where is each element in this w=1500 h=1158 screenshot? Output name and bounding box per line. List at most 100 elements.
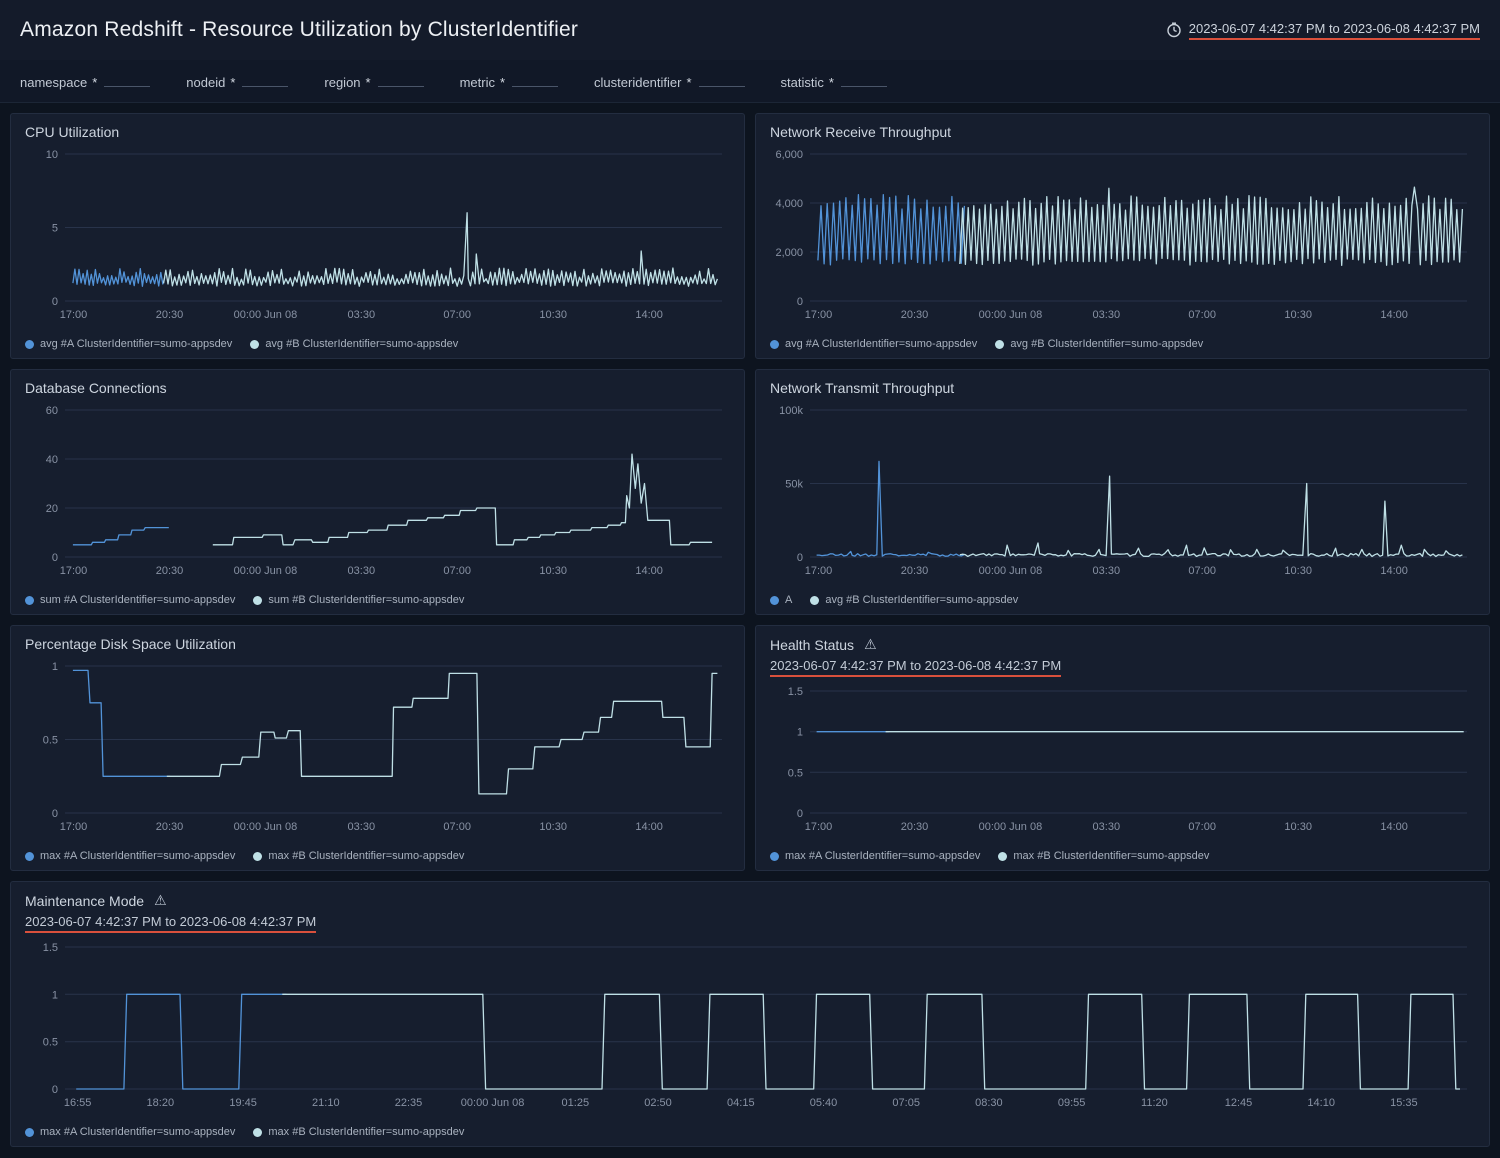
svg-text:03:30: 03:30	[348, 309, 376, 321]
warning-icon[interactable]: ⚠	[864, 636, 877, 652]
legend-item-b[interactable]: avg #B ClusterIdentifier=sumo-appsdev	[250, 338, 458, 350]
network-transmit-chart[interactable]: 0 50k 100k 17:00 20:30 00:00 Jun 08 03:30 07:00…	[770, 402, 1475, 584]
svg-text:14:00: 14:00	[1380, 821, 1408, 833]
clock-icon	[1167, 22, 1181, 38]
panel-title: CPU Utilization	[25, 124, 120, 140]
legend: A avg #B ClusterIdentifier=sumo-appsdev	[770, 589, 1475, 606]
filter-input-metric[interactable]	[512, 70, 559, 87]
database-connections-chart[interactable]: 0 20 40 60 17:00 20:30 00:00 Jun 08 03:30 07:00 1…	[25, 402, 730, 584]
filter-input-region[interactable]	[377, 70, 424, 87]
filter-label: metric	[459, 75, 495, 90]
series-a-swatch	[25, 1127, 34, 1137]
panel-time-range[interactable]: 2023-06-07 4:42:37 PM to 2023-06-08 4:42…	[25, 914, 317, 933]
legend-item-a[interactable]: avg #A ClusterIdentifier=sumo-appsdev	[770, 338, 977, 350]
svg-text:20:30: 20:30	[156, 565, 184, 577]
legend-item-a[interactable]: max #A ClusterIdentifier=sumo-appsdev	[25, 1126, 235, 1138]
filter-input-nodeid[interactable]	[242, 70, 289, 87]
series-a-swatch	[770, 851, 779, 861]
legend-item-a[interactable]: max #A ClusterIdentifier=sumo-appsdev	[770, 850, 980, 862]
panel-network-transmit-throughput: Network Transmit Throughput 0 50k 100k 17:0…	[755, 369, 1490, 615]
svg-text:17:00: 17:00	[805, 309, 833, 321]
svg-text:20:30: 20:30	[901, 309, 929, 321]
svg-text:19:45: 19:45	[229, 1097, 257, 1109]
series-a-swatch	[770, 339, 779, 349]
disk-space-chart[interactable]: 0 0.5 1 17:00 20:30 00:00 Jun 08 03:30 07:00 10:…	[25, 658, 730, 840]
svg-text:0: 0	[52, 552, 58, 564]
svg-text:14:00: 14:00	[635, 565, 663, 577]
global-time-range[interactable]: 2023-06-07 4:42:37 PM to 2023-06-08 4:42…	[1166, 21, 1480, 40]
svg-text:03:30: 03:30	[348, 821, 376, 833]
filter-label: clusteridentifier	[594, 75, 682, 90]
filter-input-clusteridentifier[interactable]	[698, 70, 745, 87]
health-status-chart[interactable]: 0 0.5 1 1.5 17:00 20:30 00:00 Jun 08 03:30 07:00…	[770, 683, 1475, 840]
legend: avg #A ClusterIdentifier=sumo-appsdev av…	[25, 333, 730, 350]
legend-item-b[interactable]: avg #B ClusterIdentifier=sumo-appsdev	[995, 338, 1203, 350]
legend: max #A ClusterIdentifier=sumo-appsdev ma…	[770, 845, 1475, 862]
svg-text:00:00 Jun 08: 00:00 Jun 08	[979, 565, 1043, 577]
svg-text:10:30: 10:30	[539, 565, 567, 577]
series-b-swatch	[253, 595, 263, 605]
panel-title: Maintenance Mode	[25, 892, 145, 909]
panel-time-range[interactable]: 2023-06-07 4:42:37 PM to 2023-06-08 4:42…	[770, 658, 1062, 677]
svg-text:07:00: 07:00	[1188, 309, 1216, 321]
svg-text:1: 1	[52, 661, 58, 673]
required-asterisk: *	[686, 75, 692, 90]
filter-input-statistic[interactable]	[840, 70, 887, 87]
svg-text:0: 0	[797, 296, 803, 308]
legend-item-a[interactable]: max #A ClusterIdentifier=sumo-appsdev	[25, 850, 235, 862]
panel-database-connections: Database Connections 0 20 40 60 17:00 20:30 00…	[10, 369, 745, 615]
filter-statistic: statistic *	[781, 70, 887, 90]
filter-clusteridentifier: clusteridentifier *	[594, 70, 745, 90]
page-title: Amazon Redshift - Resource Utilization b…	[20, 18, 579, 41]
svg-text:6,000: 6,000	[775, 149, 803, 161]
svg-text:07:00: 07:00	[1188, 565, 1216, 577]
svg-text:00:00 Jun 08: 00:00 Jun 08	[461, 1097, 525, 1109]
legend-item-b[interactable]: sum #B ClusterIdentifier=sumo-appsdev	[253, 594, 464, 606]
dashboard-header: Amazon Redshift - Resource Utilization b…	[0, 0, 1500, 60]
svg-text:0: 0	[797, 552, 803, 564]
svg-text:16:55: 16:55	[64, 1097, 92, 1109]
filter-region: region *	[324, 70, 424, 90]
svg-text:17:00: 17:00	[60, 309, 88, 321]
filter-nodeid: nodeid *	[186, 70, 289, 90]
svg-text:09:55: 09:55	[1058, 1097, 1086, 1109]
legend: avg #A ClusterIdentifier=sumo-appsdev av…	[770, 333, 1475, 350]
legend-item-a[interactable]: A	[770, 594, 792, 606]
svg-text:20:30: 20:30	[901, 565, 929, 577]
filter-label: statistic	[780, 75, 824, 90]
series-a-swatch	[25, 339, 34, 349]
panel-title: Database Connections	[25, 380, 167, 396]
svg-text:03:30: 03:30	[1093, 565, 1121, 577]
legend-item-a[interactable]: sum #A ClusterIdentifier=sumo-appsdev	[25, 594, 235, 606]
required-asterisk: *	[828, 75, 834, 90]
svg-text:21:10: 21:10	[312, 1097, 340, 1109]
svg-text:0: 0	[52, 296, 58, 308]
warning-icon[interactable]: ⚠	[154, 892, 167, 908]
series-b-swatch	[810, 595, 820, 605]
svg-text:00:00 Jun 08: 00:00 Jun 08	[234, 309, 298, 321]
svg-text:20: 20	[46, 503, 58, 515]
svg-text:20:30: 20:30	[156, 821, 184, 833]
legend-item-b[interactable]: avg #B ClusterIdentifier=sumo-appsdev	[810, 594, 1018, 606]
time-range-text: 2023-06-07 4:42:37 PM to 2023-06-08 4:42…	[1188, 21, 1480, 40]
legend-item-b[interactable]: max #B ClusterIdentifier=sumo-appsdev	[253, 1126, 464, 1138]
network-receive-chart[interactable]: 0 2,000 4,000 6,000 17:00 20:30 00:00 Jun 08 03…	[770, 146, 1475, 328]
cpu-utilization-chart[interactable]: 0 5 10 17:00 20:30 00:00 Jun 08 03:30 07:00 10:3…	[25, 146, 730, 328]
panel-health-status: Health Status ⚠ 2023-06-07 4:42:37 PM to…	[755, 625, 1490, 871]
filter-input-namespace[interactable]	[104, 70, 151, 87]
maintenance-mode-chart[interactable]: 0 0.5 1 1.5 16:55 18:20 19:45 21:10 22:35 00:00 J…	[25, 939, 1475, 1116]
svg-text:14:00: 14:00	[635, 821, 663, 833]
legend-item-a[interactable]: avg #A ClusterIdentifier=sumo-appsdev	[25, 338, 232, 350]
svg-text:0.5: 0.5	[788, 767, 803, 779]
svg-text:00:00 Jun 08: 00:00 Jun 08	[979, 821, 1043, 833]
svg-text:03:30: 03:30	[1093, 309, 1121, 321]
svg-text:07:00: 07:00	[443, 309, 471, 321]
svg-text:04:15: 04:15	[727, 1097, 755, 1109]
svg-text:50k: 50k	[785, 479, 803, 491]
legend: max #A ClusterIdentifier=sumo-appsdev ma…	[25, 1121, 1475, 1138]
legend-item-b[interactable]: max #B ClusterIdentifier=sumo-appsdev	[253, 850, 464, 862]
svg-text:22:35: 22:35	[395, 1097, 423, 1109]
svg-text:0: 0	[52, 1084, 58, 1096]
legend-item-b[interactable]: max #B ClusterIdentifier=sumo-appsdev	[998, 850, 1209, 862]
svg-text:10:30: 10:30	[1284, 309, 1312, 321]
